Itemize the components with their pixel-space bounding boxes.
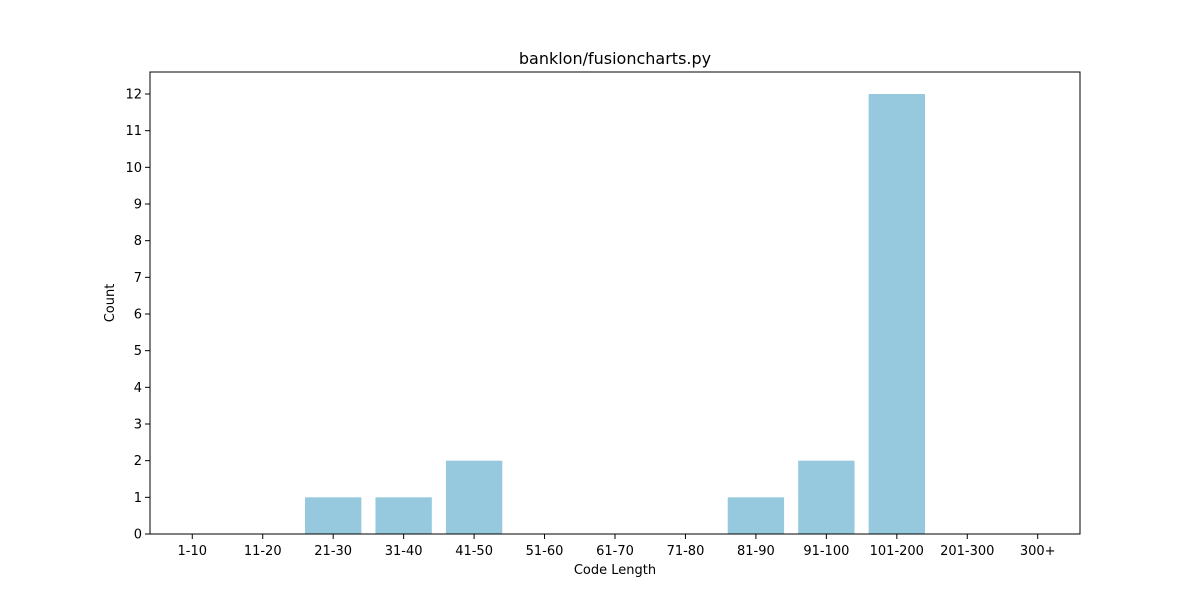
plot-frame — [149, 71, 1081, 535]
x-tick-label: 51-60 — [526, 544, 564, 559]
x-tick-label: 21-30 — [314, 544, 352, 559]
x-tick-label: 61-70 — [596, 544, 634, 559]
bars-group — [305, 94, 925, 534]
y-tick-label: 7 — [134, 271, 142, 286]
y-tick-label: 2 — [134, 454, 142, 469]
x-tick-label: 31-40 — [385, 544, 423, 559]
y-tick-label: 9 — [134, 198, 142, 213]
x-tick-label: 91-100 — [803, 544, 849, 559]
x-axis: 1-10 11-20 21-30 31-40 41-50 51-60 61-70 71-80 8… — [178, 534, 1056, 559]
bar-21-30 — [305, 497, 362, 534]
x-tick-label: 201-300 — [940, 544, 994, 559]
x-tick-label: 71-80 — [667, 544, 705, 559]
x-tick-label: 41-50 — [455, 544, 493, 559]
y-axis-label: Count — [103, 284, 118, 323]
y-tick-label: 11 — [125, 124, 142, 139]
bar-81-90 — [727, 497, 785, 534]
x-tick-label: 11-20 — [244, 544, 282, 559]
y-tick-label: 8 — [134, 234, 142, 249]
bar-41-50 — [445, 460, 503, 534]
bar-91-100 — [798, 460, 855, 534]
y-tick-label: 5 — [134, 344, 142, 359]
x-tick-label: 101-200 — [870, 544, 924, 559]
bar-31-40 — [375, 497, 432, 534]
bar-101-200 — [868, 94, 925, 534]
x-tick-label: 300+ — [1020, 544, 1056, 559]
y-tick-label: 0 — [134, 528, 142, 543]
y-tick-label: 3 — [134, 418, 142, 433]
x-tick-label: 1-10 — [178, 544, 208, 559]
y-tick-label: 1 — [134, 491, 142, 506]
y-tick-label: 6 — [134, 308, 142, 323]
y-tick-label: 10 — [125, 161, 142, 176]
y-tick-label: 4 — [134, 381, 142, 396]
x-axis-label: Code Length — [574, 563, 656, 578]
y-tick-label: 12 — [125, 88, 142, 103]
chart-title: banklon/fusioncharts.py — [519, 49, 711, 68]
x-tick-label: 81-90 — [737, 544, 775, 559]
